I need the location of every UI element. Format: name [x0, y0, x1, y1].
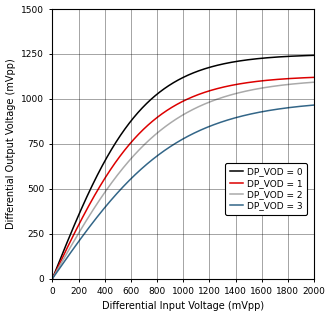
- DP_VOD = 3: [163, 149, 166, 152]
- DP_VOD = 0: [175, 79, 179, 83]
- DP_VOD = 3: [160, 150, 164, 154]
- DP_VOD = 3: [291, 105, 295, 109]
- DP_VOD = 0: [160, 88, 164, 92]
- DP_VOD = 1: [240, 81, 244, 85]
- DP_VOD = 2: [50, 277, 54, 281]
- Line: DP_VOD = 2: DP_VOD = 2: [52, 82, 314, 279]
- DP_VOD = 0: [291, 54, 295, 58]
- Line: DP_VOD = 3: DP_VOD = 3: [52, 105, 314, 279]
- DP_VOD = 1: [163, 110, 166, 114]
- Line: DP_VOD = 1: DP_VOD = 1: [52, 77, 314, 279]
- DP_VOD = 0: [240, 59, 244, 62]
- DP_VOD = 2: [291, 82, 295, 86]
- DP_VOD = 1: [312, 75, 316, 79]
- DP_VOD = 1: [50, 277, 54, 281]
- DP_VOD = 0: [163, 87, 166, 90]
- DP_VOD = 3: [50, 277, 54, 281]
- DP_VOD = 0: [304, 54, 308, 57]
- DP_VOD = 2: [304, 81, 308, 85]
- DP_VOD = 2: [175, 117, 179, 120]
- DP_VOD = 3: [304, 104, 308, 108]
- DP_VOD = 2: [240, 90, 244, 94]
- DP_VOD = 1: [175, 103, 179, 107]
- DP_VOD = 3: [312, 103, 316, 107]
- DP_VOD = 1: [304, 76, 308, 80]
- Y-axis label: Differential Output Voltage (mVpp): Differential Output Voltage (mVpp): [6, 58, 16, 229]
- DP_VOD = 2: [312, 80, 316, 84]
- DP_VOD = 0: [312, 54, 316, 57]
- DP_VOD = 1: [291, 76, 295, 80]
- DP_VOD = 3: [175, 141, 179, 145]
- Line: DP_VOD = 0: DP_VOD = 0: [52, 55, 314, 279]
- DP_VOD = 2: [160, 127, 164, 131]
- DP_VOD = 3: [240, 114, 244, 118]
- X-axis label: Differential Input Voltage (mVpp): Differential Input Voltage (mVpp): [102, 301, 264, 311]
- DP_VOD = 1: [160, 112, 164, 115]
- DP_VOD = 2: [163, 126, 166, 129]
- Legend: DP_VOD = 0, DP_VOD = 1, DP_VOD = 2, DP_VOD = 3: DP_VOD = 0, DP_VOD = 1, DP_VOD = 2, DP_V…: [225, 163, 307, 215]
- DP_VOD = 0: [50, 277, 54, 281]
